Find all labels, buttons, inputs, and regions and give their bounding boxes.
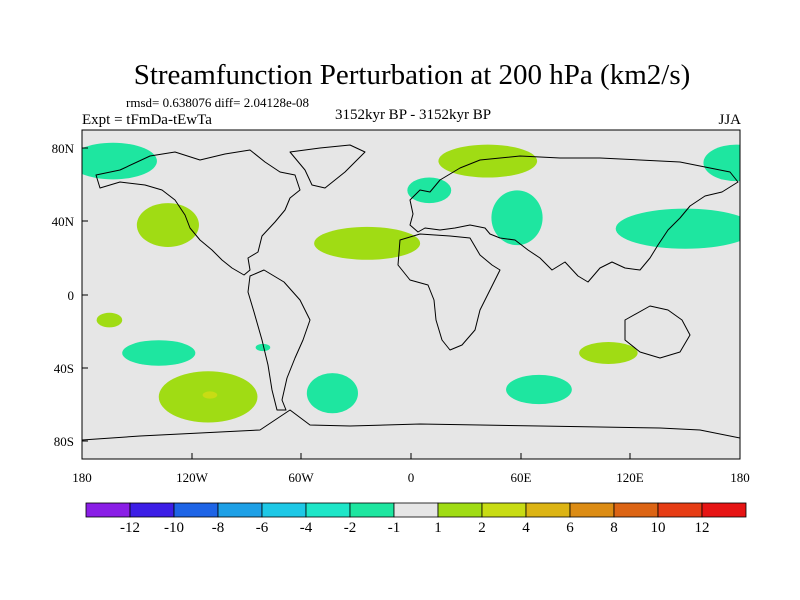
anomaly-region: [136, 203, 199, 247]
colorbar-box: [305, 502, 351, 518]
colorbar-label: -10: [164, 520, 184, 536]
colorbar-label: 2: [478, 520, 486, 536]
colorbar-box: [173, 502, 219, 518]
colorbar-box: [85, 502, 131, 518]
season-label: JJA: [718, 112, 741, 128]
colorbar-box: [349, 502, 395, 518]
anomaly-region: [314, 226, 421, 260]
colorbar-box: [701, 502, 747, 518]
map-plot: [81, 129, 741, 460]
x-tick-label: 180: [730, 470, 750, 485]
colorbar-box: [569, 502, 615, 518]
africa-coast: [397, 233, 501, 351]
colorbar-label: 8: [610, 520, 618, 536]
south-america-coast: [247, 269, 311, 411]
y-tick-label: 0: [68, 288, 75, 303]
colorbar-label: 1: [434, 520, 442, 536]
y-tick-label: 40N: [52, 214, 75, 229]
colorbar: -12 -10 -8 -6 -4 -2 -1 1 2 4 6 8 10 12: [85, 502, 747, 536]
colorbar-box: [481, 502, 527, 518]
colorbar-boxes: [85, 502, 747, 518]
coastlines: [82, 144, 740, 441]
greenland-coast: [289, 144, 366, 189]
x-tick-label: 60E: [511, 470, 532, 485]
colorbar-box: [217, 502, 263, 518]
colorbar-label: 10: [651, 520, 666, 536]
anomaly-region: [122, 340, 196, 366]
anomaly-region: [82, 142, 157, 180]
colorbar-labels: -12 -10 -8 -6 -4 -2 -1 1 2 4 6 8 10 12: [120, 520, 710, 536]
y-tick-label: 40S: [54, 361, 74, 376]
y-axis: 80N 40N 0 40S 80S: [52, 141, 88, 449]
anomaly-region: [438, 144, 538, 178]
expt-label: Expt = tFmDa-tEwTa: [82, 112, 212, 128]
colorbar-label: -2: [344, 520, 357, 536]
colorbar-label: 12: [695, 520, 710, 536]
anomaly-region: [306, 373, 358, 414]
x-tick-label: 60W: [288, 470, 314, 485]
colorbar-label: -8: [212, 520, 225, 536]
eurasia-coast: [409, 155, 739, 283]
anomaly-region: [703, 144, 740, 182]
anomaly-region: [506, 374, 572, 405]
colorbar-box: [657, 502, 703, 518]
x-tick-label: 0: [408, 470, 415, 485]
x-axis: 180 120W 60W 0 60E 120E 180: [72, 453, 750, 485]
colorbar-label: -4: [300, 520, 313, 536]
colorbar-box: [525, 502, 571, 518]
anomaly-region: [407, 177, 452, 204]
antarctica-coast: [82, 409, 740, 441]
colorbar-box: [613, 502, 659, 518]
anomaly-region: [96, 312, 123, 328]
anomaly-region: [255, 343, 271, 352]
colorbar-label: 6: [566, 520, 574, 536]
colorbar-box: [437, 502, 483, 518]
y-tick-label: 80N: [52, 141, 75, 156]
x-tick-label: 120E: [616, 470, 644, 485]
anomaly-region: [579, 342, 638, 364]
stats-label: rmsd= 0.638076 diff= 2.04128e-08: [126, 95, 309, 110]
colorbar-label: -12: [120, 520, 140, 536]
australia-coast: [624, 305, 691, 359]
colorbar-box: [393, 502, 439, 518]
anomaly-region: [202, 391, 218, 399]
colorbar-box: [261, 502, 307, 518]
x-tick-label: 120W: [176, 470, 209, 485]
anomaly-region: [491, 190, 543, 246]
chart-title: Streamfunction Perturbation at 200 hPa (…: [134, 59, 691, 91]
anomaly-region: [615, 208, 740, 249]
colorbar-label: 4: [522, 520, 530, 536]
x-tick-label: 180: [72, 470, 92, 485]
colorbar-label: -6: [256, 520, 269, 536]
period-label: 3152kyr BP - 3152kyr BP: [335, 107, 491, 123]
colorbar-box: [129, 502, 175, 518]
north-america-coast: [95, 149, 301, 276]
anomaly-regions: [82, 142, 740, 423]
colorbar-label: -1: [388, 520, 401, 536]
y-tick-label: 80S: [54, 434, 74, 449]
